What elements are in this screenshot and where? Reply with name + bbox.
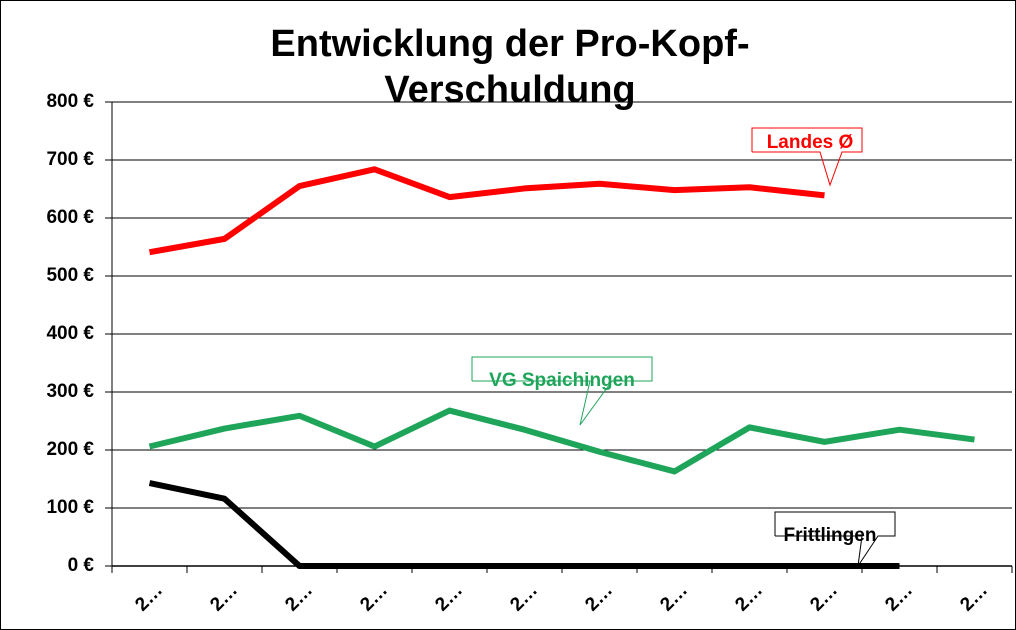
y-tick-label: 0 € [68, 555, 95, 576]
y-tick-label: 400 € [46, 323, 94, 344]
callout [751, 127, 863, 187]
series-line [148, 480, 900, 569]
y-tick-label: 300 € [46, 381, 94, 402]
y-tick-label: 500 € [46, 265, 94, 286]
callout [471, 356, 653, 426]
y-tick-label: 200 € [46, 439, 94, 460]
chart-title: Entwicklung der Pro-Kopf- [270, 23, 749, 65]
series-label: VG Spaichingen [489, 370, 635, 391]
series-line [148, 166, 825, 256]
callout [774, 511, 896, 567]
chart-title: Verschuldung [384, 69, 635, 111]
y-tick-label: 800 € [46, 91, 94, 112]
y-tick-label: 100 € [46, 497, 94, 518]
y-tick-label: 600 € [46, 207, 94, 228]
series-label: Landes Ø [767, 132, 854, 153]
series-label: Frittlingen [784, 525, 877, 546]
series-line [148, 407, 975, 475]
y-tick-label: 700 € [46, 149, 94, 170]
